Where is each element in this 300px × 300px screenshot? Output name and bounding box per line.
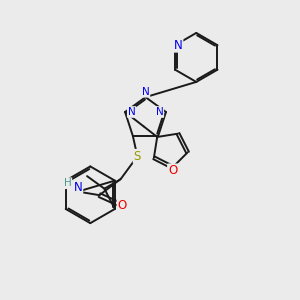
Text: O: O [168, 164, 177, 177]
Text: N: N [74, 181, 82, 194]
Text: O: O [118, 199, 127, 212]
Text: N: N [128, 107, 136, 117]
Text: N: N [174, 39, 182, 52]
Text: N: N [142, 87, 149, 97]
Text: H: H [64, 178, 71, 188]
Text: N: N [155, 107, 163, 117]
Text: S: S [134, 150, 141, 163]
